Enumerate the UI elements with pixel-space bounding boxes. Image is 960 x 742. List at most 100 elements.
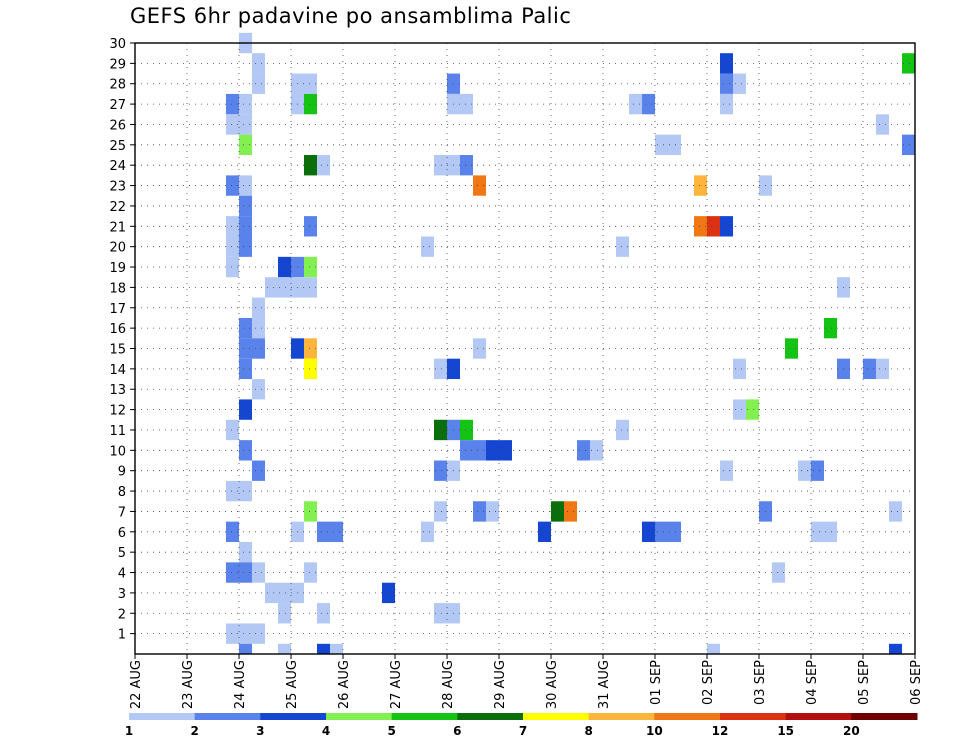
y-tick-label: 23 [109,180,126,195]
heatmap-cell [304,155,317,176]
x-tick-label: 01 SEP [649,660,664,705]
legend-label: 12 [712,724,729,738]
heatmap-cell [434,358,447,380]
heatmap-cell [226,623,239,644]
legend-swatch [260,713,327,720]
heatmap-cell [239,236,252,257]
heatmap-cell [720,460,733,481]
heatmap-cell [265,582,278,604]
y-tick-label: 14 [109,363,126,378]
y-tick-label: 28 [109,78,126,93]
heatmap-cell [278,582,291,604]
heatmap-cell [304,73,317,94]
heatmap-cell [863,358,876,380]
legend-swatch [326,713,393,720]
heatmap-cell [486,440,499,461]
heatmap-cell [226,256,239,278]
x-tick-label: 06 SEP [909,660,924,705]
heatmap-cell [694,216,707,237]
heatmap-cell [434,419,447,441]
y-tick-label: 25 [109,139,126,154]
y-tick-label: 30 [109,37,126,52]
legend-label: 5 [387,724,395,738]
x-tick-label: 03 SEP [753,660,768,705]
heatmap-cell [720,73,733,94]
heatmap-cell [278,277,291,298]
legend-label: 8 [584,724,592,738]
heatmap-cell [252,562,265,583]
y-tick-label: 15 [109,343,126,358]
legend-swatch [523,713,590,720]
y-tick-label: 10 [109,444,126,459]
heatmap-cell [629,93,642,115]
heatmap-cell [460,93,473,115]
x-tick-label: 26 AUG [337,660,352,709]
heatmap-cell [317,521,330,542]
heatmap-cell [304,93,317,115]
heatmap-cell [902,134,915,156]
legend-swatch [851,713,918,720]
heatmap-cell [616,236,629,257]
heatmap-cell [239,338,252,359]
heatmap-cell [304,562,317,583]
heatmap-cell [590,440,603,461]
heatmap-cell [239,134,252,156]
heatmap-cell [473,338,486,359]
heatmap-cell [720,93,733,115]
heatmap-cell [811,521,824,542]
x-tick-label: 02 SEP [701,660,716,705]
heatmap-cell [252,317,265,339]
heatmap-cell [226,216,239,237]
heatmap-cell [239,175,252,196]
y-tick-label: 21 [109,220,126,235]
heatmap-cell [720,53,733,74]
y-tick-label: 18 [109,281,126,296]
x-tick-label: 24 AUG [233,660,248,709]
heatmap-cell [538,521,551,542]
heatmap-cell [304,256,317,278]
heatmap-cell [564,501,577,522]
heatmap-cell [252,73,265,94]
heatmap-cell [304,358,317,380]
heatmap-cell [252,338,265,359]
heatmap-cell [278,256,291,278]
y-tick-label: 2 [118,607,126,622]
chart-title: GEFS 6hr padavine po ansamblima Palic [130,4,572,28]
heatmap-cell [304,338,317,359]
x-tick-label: 05 SEP [857,660,872,705]
x-tick-label: 22 AUG [129,660,144,709]
heatmap-cell [772,562,785,583]
heatmap-cell [733,358,746,380]
x-tick-label: 27 AUG [389,660,404,709]
y-tick-label: 24 [109,159,126,174]
legend-label: 2 [190,724,198,738]
heatmap-cell [226,93,239,115]
heatmap-cell [330,643,343,654]
heatmap-cell [720,216,733,237]
y-tick-label: 12 [109,404,126,419]
heatmap-cell [460,155,473,176]
heatmap-cell [824,317,837,339]
heatmap-cell [876,114,889,135]
heatmap-cell [382,582,395,604]
legend-label: 7 [519,724,527,738]
y-tick-label: 8 [118,485,126,500]
color-legend: 1 2 3 4 5 6 7 8 10 12 15 20 [125,713,918,738]
heatmap-cell [278,603,291,624]
y-tick-label: 17 [109,302,126,317]
heatmap-cell [278,643,291,654]
legend-swatch [194,713,261,720]
heatmap-cell [226,480,239,502]
y-axis: 1234567891011121314151617181920212223242… [109,37,135,643]
y-tick-label: 13 [109,383,126,398]
heatmap-cell [239,643,252,654]
heatmap-cell [473,501,486,522]
heatmap-cell [499,440,512,461]
y-tick-label: 6 [118,526,126,541]
heatmap-cell [226,521,239,542]
heatmap-cells [226,32,915,654]
heatmap-cell [798,460,811,481]
heatmap-cell [733,399,746,420]
y-tick-label: 22 [109,200,126,215]
